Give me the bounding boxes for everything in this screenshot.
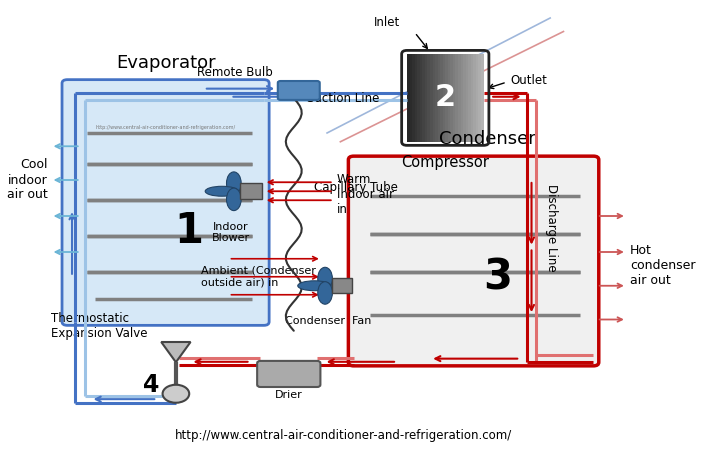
- FancyBboxPatch shape: [479, 54, 482, 142]
- Text: 1: 1: [175, 210, 203, 252]
- Text: Ambient (Condenser
outside air) in: Ambient (Condenser outside air) in: [201, 266, 315, 288]
- FancyBboxPatch shape: [420, 54, 423, 142]
- FancyBboxPatch shape: [438, 54, 441, 142]
- FancyBboxPatch shape: [453, 54, 456, 142]
- Text: http://www.central-air-conditioner-and-refrigeration.com/: http://www.central-air-conditioner-and-r…: [175, 429, 513, 442]
- FancyBboxPatch shape: [458, 54, 461, 142]
- FancyBboxPatch shape: [460, 54, 464, 142]
- Text: Remote Bulb: Remote Bulb: [197, 66, 273, 79]
- FancyBboxPatch shape: [62, 80, 269, 325]
- FancyBboxPatch shape: [257, 361, 320, 387]
- Text: Warm
indoor air
in: Warm indoor air in: [337, 173, 394, 216]
- Text: Condenser  Fan: Condenser Fan: [285, 316, 372, 326]
- Text: Outlet: Outlet: [510, 74, 547, 87]
- FancyBboxPatch shape: [278, 81, 320, 100]
- Text: 4: 4: [143, 373, 159, 397]
- FancyBboxPatch shape: [417, 54, 420, 142]
- Text: Inlet: Inlet: [374, 16, 400, 29]
- Text: 2: 2: [434, 83, 455, 112]
- Ellipse shape: [298, 281, 331, 291]
- Ellipse shape: [227, 172, 241, 194]
- Text: Cool
indoor
air out: Cool indoor air out: [6, 158, 47, 202]
- Text: Evaporator: Evaporator: [115, 54, 215, 72]
- Ellipse shape: [230, 186, 263, 196]
- FancyBboxPatch shape: [466, 54, 469, 142]
- Text: Suction Line: Suction Line: [307, 92, 379, 105]
- Circle shape: [163, 385, 189, 403]
- Ellipse shape: [205, 186, 239, 196]
- Ellipse shape: [318, 267, 332, 290]
- FancyBboxPatch shape: [435, 54, 439, 142]
- FancyBboxPatch shape: [412, 54, 415, 142]
- Text: Capillary Tube: Capillary Tube: [314, 181, 398, 194]
- FancyBboxPatch shape: [410, 54, 413, 142]
- FancyBboxPatch shape: [348, 156, 599, 366]
- Polygon shape: [161, 342, 191, 362]
- FancyBboxPatch shape: [432, 54, 436, 142]
- Text: Condenser: Condenser: [439, 130, 535, 148]
- Text: Discharge Line: Discharge Line: [546, 184, 558, 271]
- Ellipse shape: [319, 281, 353, 291]
- FancyBboxPatch shape: [463, 54, 466, 142]
- Text: Compressor: Compressor: [401, 155, 489, 170]
- FancyBboxPatch shape: [468, 54, 472, 142]
- FancyBboxPatch shape: [443, 54, 446, 142]
- FancyBboxPatch shape: [415, 54, 418, 142]
- Text: Hot
condenser
air out: Hot condenser air out: [630, 244, 696, 287]
- FancyBboxPatch shape: [407, 54, 410, 142]
- FancyBboxPatch shape: [427, 54, 431, 142]
- FancyBboxPatch shape: [430, 54, 433, 142]
- FancyBboxPatch shape: [473, 54, 477, 142]
- FancyBboxPatch shape: [241, 183, 262, 199]
- FancyBboxPatch shape: [448, 54, 451, 142]
- Text: 3: 3: [483, 256, 512, 298]
- Text: http://www.central-air-conditioner-and-refrigeration.com/: http://www.central-air-conditioner-and-r…: [96, 126, 236, 130]
- Text: Thermostatic
Expansion Valve: Thermostatic Expansion Valve: [51, 312, 147, 340]
- FancyBboxPatch shape: [455, 54, 459, 142]
- FancyBboxPatch shape: [451, 54, 453, 142]
- FancyBboxPatch shape: [332, 278, 352, 293]
- Text: Indoor
Blower: Indoor Blower: [211, 222, 249, 243]
- FancyBboxPatch shape: [476, 54, 479, 142]
- Ellipse shape: [227, 188, 241, 211]
- FancyBboxPatch shape: [481, 54, 484, 142]
- FancyBboxPatch shape: [422, 54, 425, 142]
- FancyBboxPatch shape: [471, 54, 474, 142]
- Ellipse shape: [318, 282, 332, 304]
- FancyBboxPatch shape: [440, 54, 444, 142]
- FancyBboxPatch shape: [445, 54, 448, 142]
- FancyBboxPatch shape: [425, 54, 428, 142]
- Text: Drier: Drier: [275, 390, 303, 400]
